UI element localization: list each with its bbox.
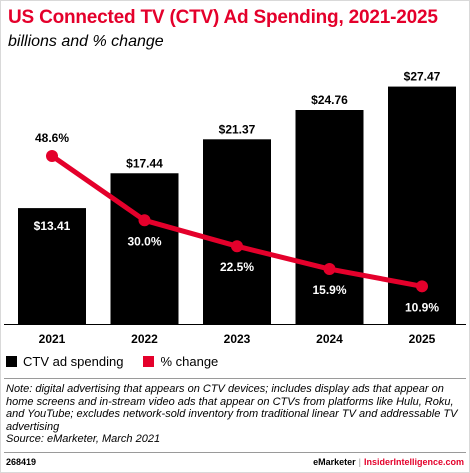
chart-subtitle: billions and % change: [8, 33, 164, 50]
chart-title: US Connected TV (CTV) Ad Spending, 2021-…: [8, 7, 438, 28]
change-value-label-2021: 48.6%: [35, 131, 69, 145]
footer-divider: [4, 452, 466, 453]
note-divider: [4, 378, 466, 379]
bar-value-label-2024: $24.76: [311, 93, 348, 107]
brand-footer: eMarketer | InsiderIntelligence.com: [313, 457, 464, 467]
brand-separator: |: [358, 457, 361, 467]
change-point-2025: [416, 280, 428, 293]
x-tick-label-2023: 2023: [224, 332, 251, 346]
bar-value-label-2022: $17.44: [126, 156, 163, 170]
change-point-2024: [323, 263, 336, 276]
x-tick-label-2025: 2025: [409, 332, 436, 346]
legend-item-spending: CTV ad spending: [6, 354, 123, 369]
bar-value-label-2021: $13.41: [34, 219, 71, 233]
legend-swatch-spending: [6, 355, 17, 367]
change-value-label-2025: 10.9%: [405, 300, 439, 314]
legend-label-change: % change: [160, 353, 219, 369]
note-text: Note: digital advertising that appears o…: [6, 383, 458, 433]
change-value-label-2024: 15.9%: [312, 283, 346, 297]
change-point-2022: [138, 214, 151, 227]
legend-item-change: % change: [143, 354, 218, 369]
brand-insider-intelligence: InsiderIntelligence.com: [363, 457, 464, 467]
bar-2023: [203, 139, 271, 324]
change-point-2023: [231, 240, 243, 253]
bar-value-label-2025: $27.47: [404, 70, 441, 84]
chart-note: Note: digital advertising that appears o…: [6, 383, 462, 446]
x-tick-label-2021: 2021: [39, 332, 66, 346]
change-point-2021: [46, 149, 58, 162]
x-tick-label-2024: 2024: [316, 332, 343, 346]
bar-value-label-2023: $21.37: [219, 122, 256, 136]
legend-swatch-change: [143, 355, 155, 367]
change-value-label-2023: 22.5%: [220, 260, 254, 274]
chart-plot: $13.41 $17.44 $21.37 $24.76 $27.47 2021 2022 20…: [4, 70, 466, 346]
chart-legend: CTV ad spending % change: [6, 353, 238, 369]
brand-emarketer: eMarketer: [313, 457, 356, 467]
bar-2024: [295, 110, 364, 324]
bar-2022: [110, 173, 179, 324]
bar-2021: [18, 208, 86, 324]
legend-label-spending: CTV ad spending: [23, 353, 124, 369]
chart-id: 268419: [6, 457, 37, 467]
source-text: Source: eMarketer, March 2021: [6, 433, 161, 445]
x-tick-label-2022: 2022: [131, 332, 158, 346]
change-value-label-2022: 30.0%: [127, 234, 161, 248]
